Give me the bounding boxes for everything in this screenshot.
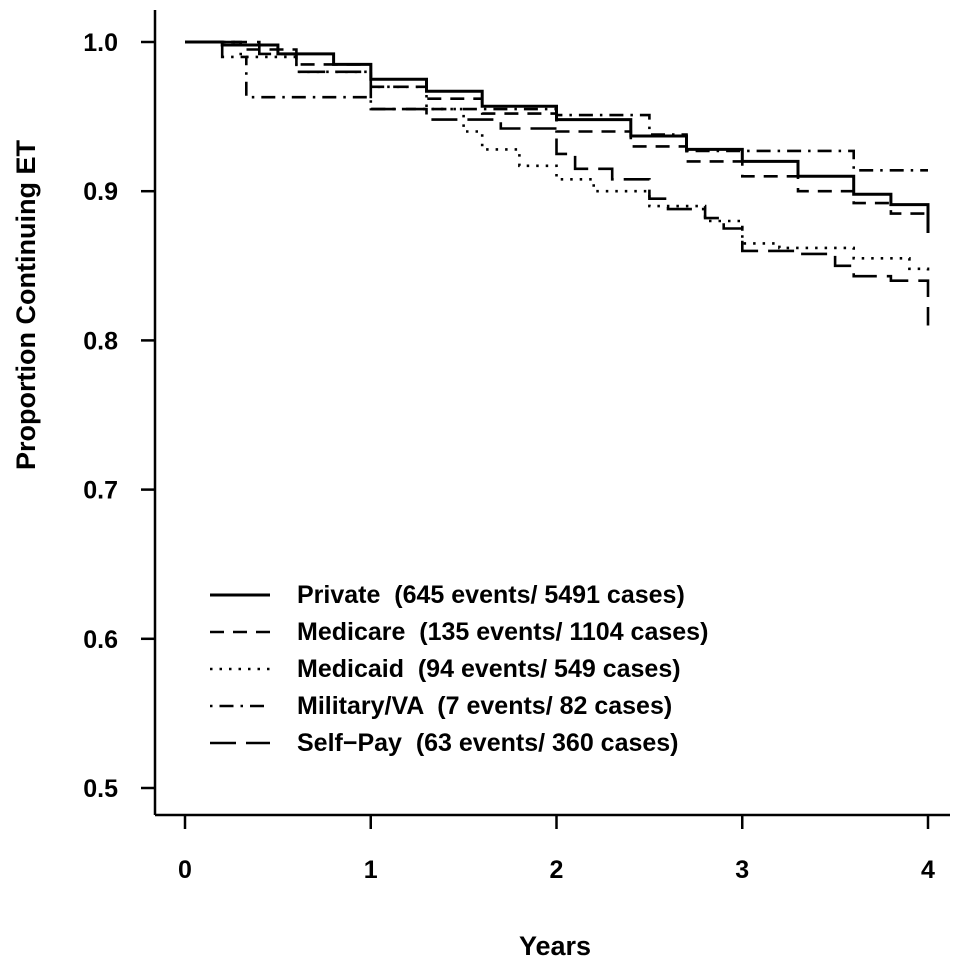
series-line-4 <box>185 40 928 172</box>
y-tick-label: 0.8 <box>83 327 118 355</box>
series-line-5 <box>185 40 930 326</box>
series-line-2 <box>185 40 930 229</box>
y-axis-title: Proportion Continuing ET <box>11 140 41 470</box>
legend-label-3: Medicaid (94 events/ 549 cases) <box>297 655 681 683</box>
legend: Private (645 events/ 5491 cases) Medicare… <box>210 581 708 757</box>
y-tick-label: 0.6 <box>83 626 118 654</box>
x-axis-title: Years <box>519 931 591 961</box>
x-tick-label: 2 <box>550 856 564 884</box>
y-tick-label: 0.9 <box>83 178 118 206</box>
legend-label-2: Medicare (135 events/ 1104 cases) <box>297 618 708 646</box>
y-tick-label: 0.5 <box>83 775 118 803</box>
legend-label-5: Self−Pay (63 events/ 360 cases) <box>297 729 679 757</box>
x-axis-ticks: 0 1 2 3 4 <box>178 815 935 884</box>
x-tick-label: 0 <box>178 856 192 884</box>
legend-label-1: Private (645 events/ 5491 cases) <box>297 581 685 609</box>
y-axis-ticks: 0.5 0.6 0.7 0.8 0.9 1.0 <box>83 29 155 803</box>
x-tick-label: 1 <box>364 856 378 884</box>
y-tick-label: 1.0 <box>83 29 118 57</box>
series-layer <box>185 40 930 326</box>
y-tick-label: 0.7 <box>83 477 118 505</box>
series-line-1 <box>185 40 930 233</box>
series-line-3 <box>185 40 930 277</box>
x-tick-label: 4 <box>921 856 935 884</box>
x-tick-label: 3 <box>735 856 749 884</box>
legend-label-4: Military/VA (7 events/ 82 cases) <box>297 692 672 720</box>
